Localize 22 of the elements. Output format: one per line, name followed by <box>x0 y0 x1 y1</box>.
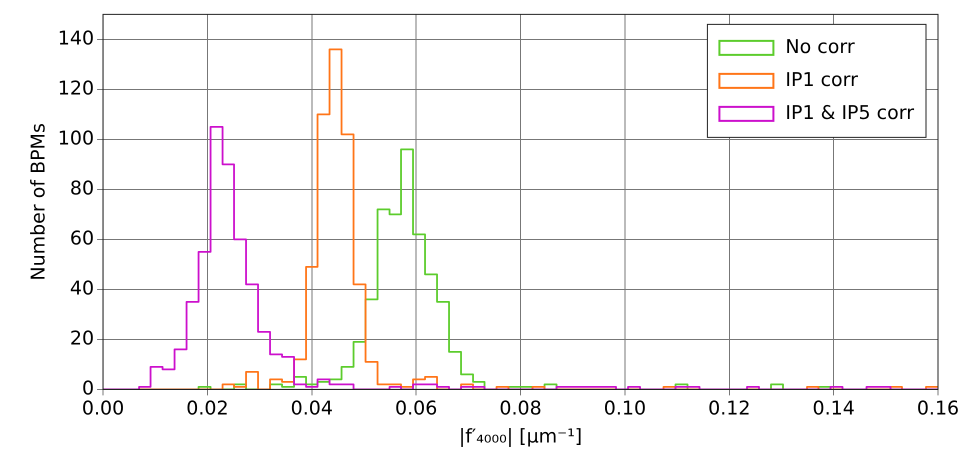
x-tick-label: 0.06 <box>395 398 438 420</box>
legend-label: IP1 & IP5 corr <box>785 102 914 124</box>
y-tick-label: 0 <box>82 377 94 400</box>
y-tick-label: 140 <box>58 27 94 50</box>
y-tick-label: 20 <box>70 327 94 350</box>
x-tick-label: 0.00 <box>82 398 124 420</box>
x-tick-label: 0.02 <box>186 398 229 420</box>
y-axis-title: Number of BPMs <box>27 123 50 281</box>
x-tick-label: 0.16 <box>916 398 960 420</box>
x-tick-label: 0.08 <box>499 398 542 420</box>
x-axis-title: |f′₄₀₀₀| [μm⁻¹] <box>458 426 582 448</box>
y-tick-label: 40 <box>70 277 94 300</box>
legend-label: No corr <box>785 36 855 58</box>
y-tick-label: 120 <box>58 77 94 100</box>
x-tick-label: 0.04 <box>290 398 333 420</box>
y-tick-label: 60 <box>70 227 94 250</box>
x-tick-label: 0.14 <box>812 398 855 420</box>
x-tick-label: 0.10 <box>604 398 646 420</box>
y-tick-label: 100 <box>58 127 94 150</box>
y-tick-label: 80 <box>70 177 94 200</box>
x-tick-label: 0.12 <box>708 398 750 420</box>
legend-label: IP1 corr <box>785 68 858 91</box>
